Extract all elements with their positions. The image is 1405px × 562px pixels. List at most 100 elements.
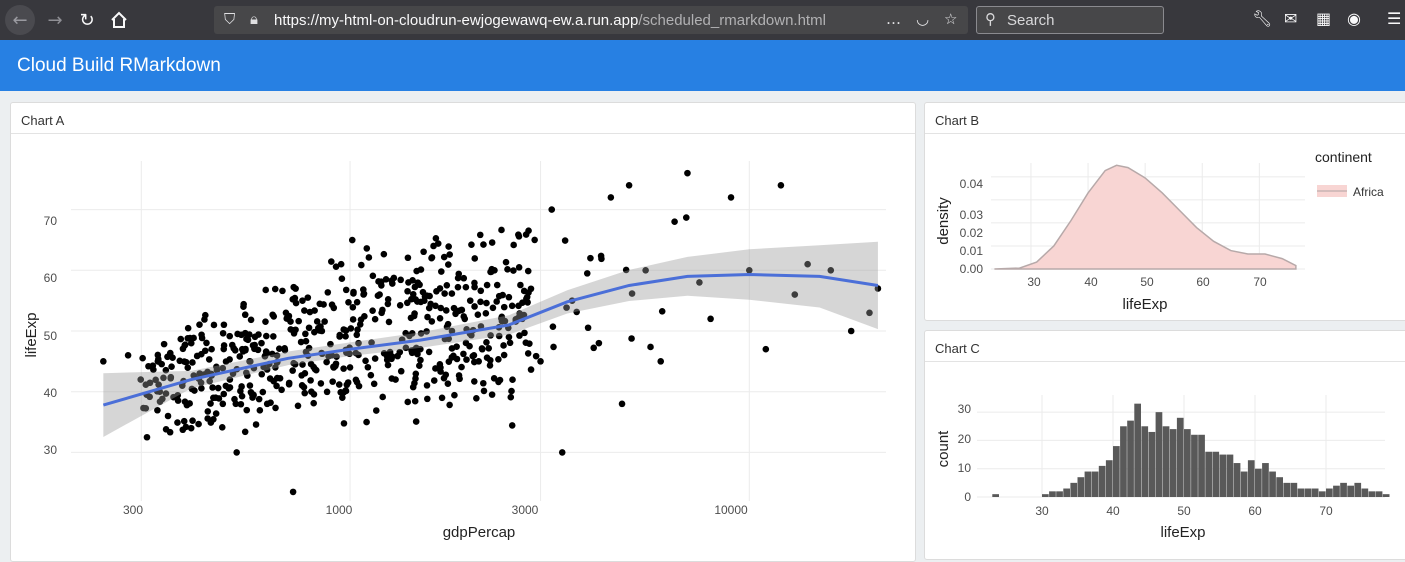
extensions-icon[interactable]: ▦ (1316, 9, 1332, 28)
chart-a-point (498, 317, 506, 325)
chart-a-point (301, 370, 309, 377)
chart-a-point (289, 488, 297, 496)
chart-a-point (317, 380, 325, 387)
mail-icon[interactable]: ✉ (1284, 9, 1298, 28)
chart-a-point (275, 345, 283, 352)
search-placeholder: Search (1007, 12, 1055, 29)
chart-a-point (558, 449, 566, 456)
chart-b-plot: 30 40 50 60 70 0.00 0.01 0.02 0.03 0.04 … (935, 149, 1384, 313)
reload-icon: ↻ (79, 9, 95, 31)
chart-b-legend-item: Africa (1353, 185, 1384, 199)
chart-a-point (407, 314, 415, 322)
page-actions-icon[interactable]: … (886, 10, 901, 28)
chart-c-bar (992, 494, 999, 497)
chart-a-point (255, 331, 262, 338)
chart-a-point (236, 353, 244, 360)
chart-b-title: Chart B (925, 103, 1405, 134)
chart-a-point (448, 345, 456, 352)
chart-a-point (174, 397, 182, 404)
chart-a-point (475, 358, 482, 365)
chart-a-point (184, 334, 192, 342)
chart-a-point (242, 346, 249, 354)
chart-a-point (444, 380, 452, 387)
app-title[interactable]: Cloud Build RMarkdown (17, 55, 221, 76)
shield-icon[interactable]: ⛉ (224, 10, 236, 28)
chart-a-point (488, 239, 496, 246)
chart-a-point (220, 321, 228, 329)
chart-c-bar (1113, 446, 1120, 497)
chart-a-point (532, 352, 540, 360)
chart-a-point (281, 346, 289, 354)
pocket-icon[interactable]: ◡ (916, 10, 930, 28)
chart-a-ytick: 50 (44, 329, 58, 343)
chart-a-point (442, 307, 450, 314)
chart-a-point (496, 376, 504, 384)
chart-c-bar (1084, 471, 1092, 497)
chart-b-xtick: 70 (1253, 275, 1267, 289)
chart-c-bar (1311, 488, 1319, 497)
chart-a-xtick: 10000 (714, 503, 748, 517)
chart-a-point (368, 339, 375, 346)
chart-c-ytick: 10 (958, 461, 972, 475)
forward-button[interactable]: → (40, 5, 70, 35)
chart-a-point (491, 266, 498, 274)
chart-a-point (527, 366, 535, 373)
home-button[interactable] (104, 5, 134, 35)
chart-a-point (238, 383, 245, 390)
search-input[interactable]: ⚲ Search (976, 6, 1164, 34)
chart-a-point (417, 356, 424, 364)
chart-a-point (622, 266, 630, 274)
chart-a-point (476, 231, 484, 239)
chart-a-point (180, 358, 188, 365)
chart-a-point (310, 363, 317, 371)
chart-c-bar (1333, 485, 1340, 497)
chart-a-point (466, 297, 474, 304)
chart-a-point (262, 348, 270, 355)
url-text[interactable]: https://my-html-on-cloudrun-ewjogewawq-e… (274, 12, 826, 29)
chart-a-point (299, 361, 306, 368)
chart-a-point (563, 304, 570, 311)
chart-a-ytick: 30 (44, 443, 58, 457)
chart-a-point (258, 370, 266, 378)
chart-a-point (198, 385, 205, 392)
chart-c-bar (1290, 482, 1298, 497)
chart-c-bar (1368, 491, 1376, 497)
chart-a-point (745, 266, 753, 274)
chart-a-point (210, 415, 217, 423)
chart-a-point (506, 339, 514, 347)
chart-a-point (226, 332, 233, 340)
chart-a-point (273, 352, 281, 359)
chart-a-point (364, 363, 372, 371)
chart-c-xtick: 50 (1177, 504, 1191, 518)
chart-a-point (361, 313, 368, 320)
chart-a-point (162, 390, 170, 397)
chart-a-point (495, 355, 502, 363)
chart-a-point (154, 406, 161, 414)
chart-a-point (168, 363, 175, 370)
account-icon[interactable]: ◉ (1347, 9, 1361, 28)
url-path: /scheduled_rmarkdown.html (638, 12, 826, 29)
chart-a-point (436, 314, 444, 322)
chart-a-point (479, 379, 487, 387)
home-icon (111, 11, 127, 28)
forward-arrow-icon: → (47, 9, 63, 31)
back-button[interactable]: ← (5, 5, 35, 35)
bookmark-star-icon[interactable]: ☆ (944, 10, 958, 28)
menu-icon[interactable]: ☰ (1387, 9, 1402, 28)
chart-a-point (354, 326, 361, 333)
chart-c-bar (1169, 429, 1177, 497)
reload-button[interactable]: ↻ (72, 5, 102, 35)
chart-c-bar (1276, 477, 1283, 497)
chart-a-point (696, 279, 703, 286)
chart-a-point (355, 339, 362, 347)
chart-a-point (100, 358, 107, 365)
chart-a-point (369, 272, 377, 280)
chart-a-point (206, 377, 213, 385)
url-bar[interactable]: ⛉ 🔒︎ https://my-html-on-cloudrun-ewjogew… (214, 6, 968, 34)
chart-a-point (371, 355, 379, 362)
wrench-icon[interactable]: 🔧︎ (1252, 9, 1273, 28)
chart-a-point (510, 267, 517, 274)
lock-icon[interactable]: 🔒︎ (250, 10, 258, 28)
chart-c-xlabel: lifeExp (1160, 524, 1205, 541)
chart-a-point (310, 399, 317, 407)
